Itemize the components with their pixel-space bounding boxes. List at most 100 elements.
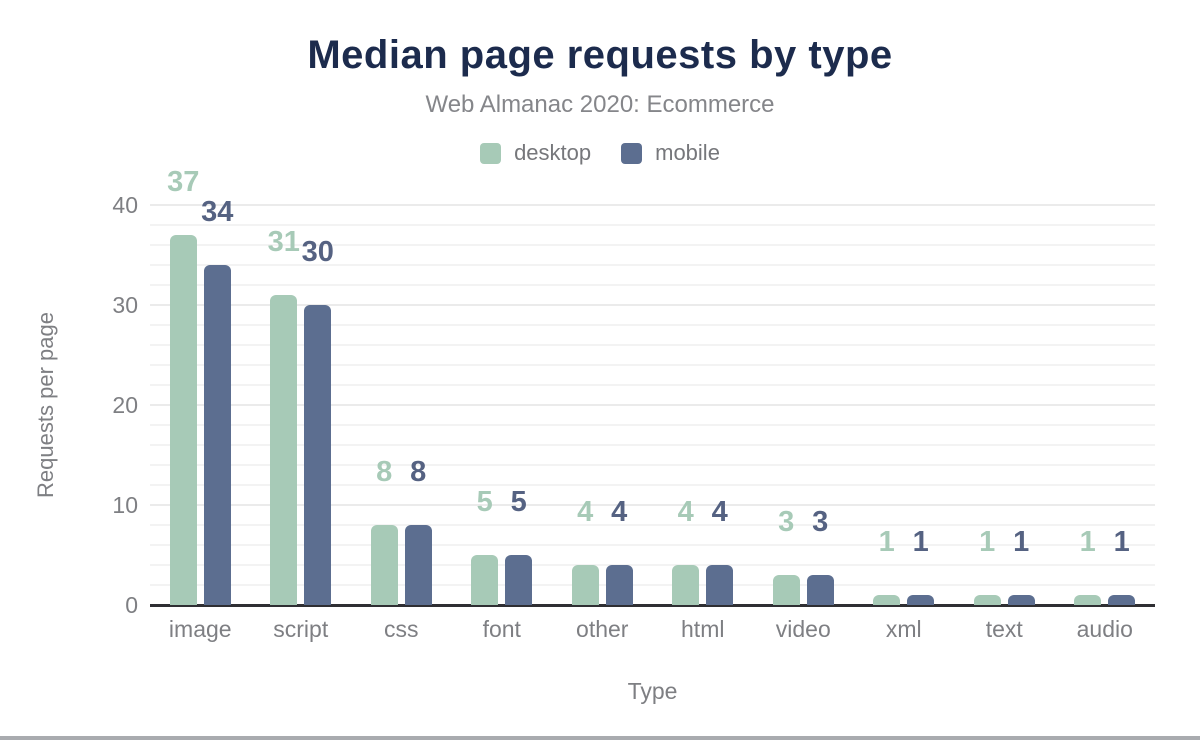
value-label-mobile-other: 4 <box>611 496 628 528</box>
x-tick-image: image <box>168 616 232 642</box>
gridline-16 <box>150 444 1155 446</box>
gridline-6 <box>150 544 1155 546</box>
legend-label: mobile <box>655 140 720 165</box>
value-label-mobile-script: 30 <box>301 236 334 268</box>
value-label-desktop-other: 4 <box>577 496 594 528</box>
bar-desktop-xml[interactable] <box>873 595 901 605</box>
value-label-mobile-css: 8 <box>410 456 427 488</box>
gridline-14 <box>150 464 1155 466</box>
legend-item-desktop[interactable]: desktop <box>480 140 591 166</box>
y-tick-10: 10 <box>112 492 138 518</box>
gridline-22 <box>150 384 1155 386</box>
bar-mobile-video[interactable] <box>806 575 834 605</box>
gridline-24 <box>150 364 1155 366</box>
value-label-desktop-audio: 1 <box>1079 526 1096 558</box>
bottom-scrollbar-track[interactable] <box>0 736 1200 740</box>
y-tick-40: 40 <box>112 192 138 218</box>
bar-desktop-other[interactable] <box>571 565 599 605</box>
bar-group-script: 31 30 <box>251 205 352 605</box>
bar-desktop-text[interactable] <box>973 595 1001 605</box>
legend-item-mobile[interactable]: mobile <box>621 140 720 166</box>
x-axis-title: Type <box>627 678 678 704</box>
gridline-10 <box>150 504 1155 506</box>
x-tick-script: script <box>273 616 329 642</box>
value-label-desktop-text: 1 <box>979 526 996 558</box>
bar-mobile-html[interactable] <box>706 565 734 605</box>
bar-desktop-image[interactable] <box>169 235 197 605</box>
value-label-desktop-css: 8 <box>376 456 393 488</box>
value-label-mobile-xml: 1 <box>912 526 929 558</box>
bar-mobile-xml[interactable] <box>907 595 935 605</box>
bar-desktop-font[interactable] <box>471 555 499 605</box>
bar-group-image: 37 34 <box>150 168 251 605</box>
gridline-18 <box>150 424 1155 426</box>
bar-desktop-html[interactable] <box>672 565 700 605</box>
y-tick-20: 20 <box>112 392 138 418</box>
bar-mobile-font[interactable] <box>505 555 533 605</box>
bar-desktop-audio[interactable] <box>1074 595 1102 605</box>
gridline-32 <box>150 284 1155 286</box>
bar-desktop-script[interactable] <box>270 295 298 605</box>
gridline-2 <box>150 584 1155 586</box>
value-label-desktop-video: 3 <box>778 506 795 538</box>
x-tick-video: video <box>775 616 831 642</box>
gridline-20 <box>150 404 1155 406</box>
value-label-desktop-image: 37 <box>167 166 200 198</box>
x-tick-font: font <box>482 616 521 642</box>
gridline-38 <box>150 224 1155 226</box>
value-label-mobile-text: 1 <box>1013 526 1030 558</box>
x-tick-text: text <box>985 616 1023 642</box>
value-label-mobile-font: 5 <box>510 486 527 518</box>
x-tick-audio: audio <box>1076 616 1133 642</box>
gridline-12 <box>150 484 1155 486</box>
value-label-desktop-xml: 1 <box>878 526 895 558</box>
y-tick-0: 0 <box>125 592 138 618</box>
gridline-30 <box>150 304 1155 306</box>
legend-swatch-desktop <box>480 142 502 164</box>
chart-legend: desktop mobile <box>0 140 1200 166</box>
gridline-36 <box>150 244 1155 246</box>
gridline-8 <box>150 524 1155 526</box>
value-label-desktop-html: 4 <box>677 496 694 528</box>
chart-subtitle: Web Almanac 2020: Ecommerce <box>425 91 775 118</box>
value-label-mobile-audio: 1 <box>1113 526 1130 558</box>
value-label-mobile-video: 3 <box>812 506 829 538</box>
gridline-26 <box>150 344 1155 346</box>
y-tick-30: 30 <box>112 292 138 318</box>
x-axis-line <box>150 604 1155 607</box>
bar-desktop-css[interactable] <box>370 525 398 605</box>
gridline-28 <box>150 324 1155 326</box>
bar-mobile-other[interactable] <box>605 565 633 605</box>
bar-mobile-script[interactable] <box>304 305 332 605</box>
value-label-mobile-image: 34 <box>201 196 234 228</box>
gridline-34 <box>150 264 1155 266</box>
value-label-desktop-script: 31 <box>267 226 300 258</box>
x-tick-xml: xml <box>885 616 922 642</box>
x-tick-other: other <box>576 616 629 642</box>
chart-title: Median page requests by type <box>307 33 893 77</box>
gridline-4 <box>150 564 1155 566</box>
value-label-desktop-font: 5 <box>476 486 493 518</box>
bar-mobile-text[interactable] <box>1007 595 1035 605</box>
gridline-40 <box>150 204 1155 206</box>
legend-swatch-mobile <box>621 142 643 164</box>
x-tick-html: html <box>681 616 725 642</box>
y-axis-title: Requests per page <box>33 312 58 498</box>
bar-mobile-css[interactable] <box>404 525 432 605</box>
bar-desktop-video[interactable] <box>772 575 800 605</box>
legend-label: desktop <box>514 140 592 165</box>
bar-mobile-audio[interactable] <box>1108 595 1136 605</box>
value-label-mobile-html: 4 <box>711 496 728 528</box>
x-tick-css: css <box>384 616 419 642</box>
bar-mobile-image[interactable] <box>203 265 231 605</box>
